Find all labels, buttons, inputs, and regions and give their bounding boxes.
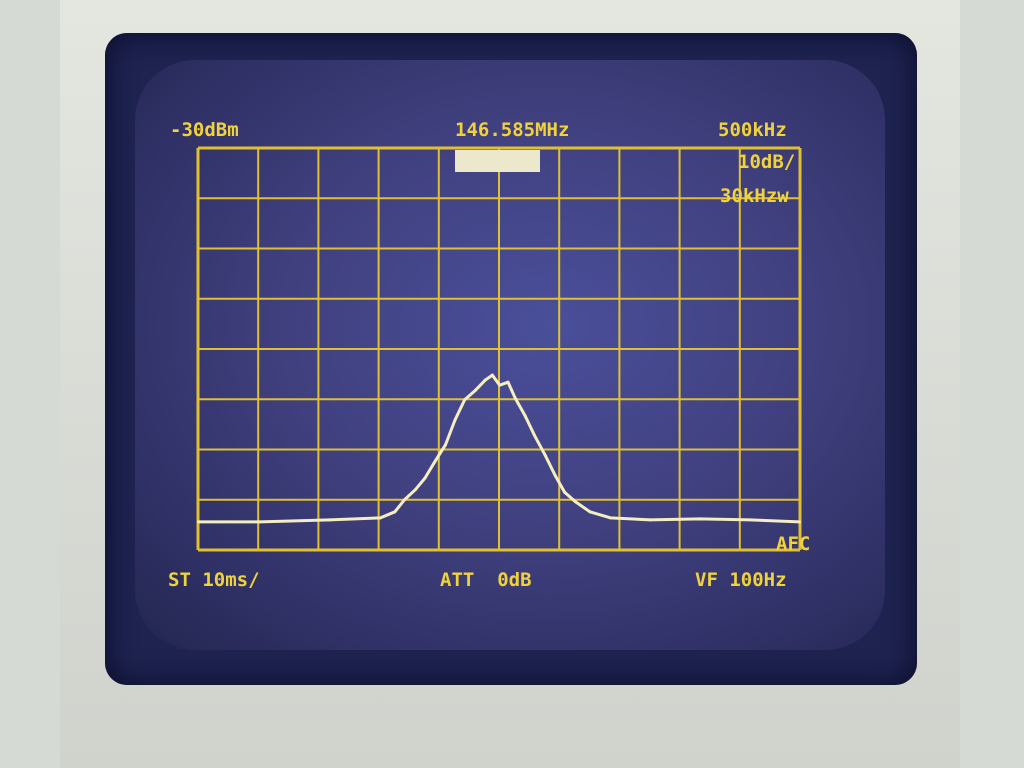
trace-point [453,418,457,422]
trace-point [378,516,382,520]
graticule [196,146,802,552]
trace-points [197,373,801,524]
afc-indicator: AFC [776,533,810,555]
trace-point [797,520,801,524]
trace-point [328,518,332,522]
trace-point [402,498,406,502]
trace-point [513,396,517,400]
trace-point [563,490,567,494]
trace-point [648,518,652,522]
trace-point [748,518,752,522]
trace-point [433,460,437,464]
trace-point [423,476,427,480]
attenuation: ATT 0dB [440,569,532,591]
vertical-scale: 10dB/ [738,151,795,173]
trace-point [463,398,467,402]
trace-point [523,413,527,417]
trace-point [443,443,447,447]
marker-box [455,150,540,172]
trace-point [258,520,262,524]
center-frequency: 146.585MHz [455,119,569,141]
trace-point [573,500,577,504]
video-filter: VF 100Hz [695,569,787,591]
trace-point [197,520,201,524]
resolution-bandwidth: 30kHzw [720,185,789,207]
trace-point [533,433,537,437]
trace-point [506,380,510,384]
trace-point [543,454,547,458]
trace-point [553,473,557,477]
trace-point [588,510,592,514]
trace-point [413,488,417,492]
trace-point [393,510,397,514]
trace-point [498,383,502,387]
sweep-time: ST 10ms/ [168,569,260,591]
reference-level: -30dBm [170,119,239,141]
trace-point [483,378,487,382]
trace-point [490,373,494,377]
trace-point [608,516,612,520]
trace-point [697,517,701,521]
span-per-div: 500kHz [718,119,787,141]
spectrum-trace [198,373,800,524]
trace-point [474,388,478,392]
